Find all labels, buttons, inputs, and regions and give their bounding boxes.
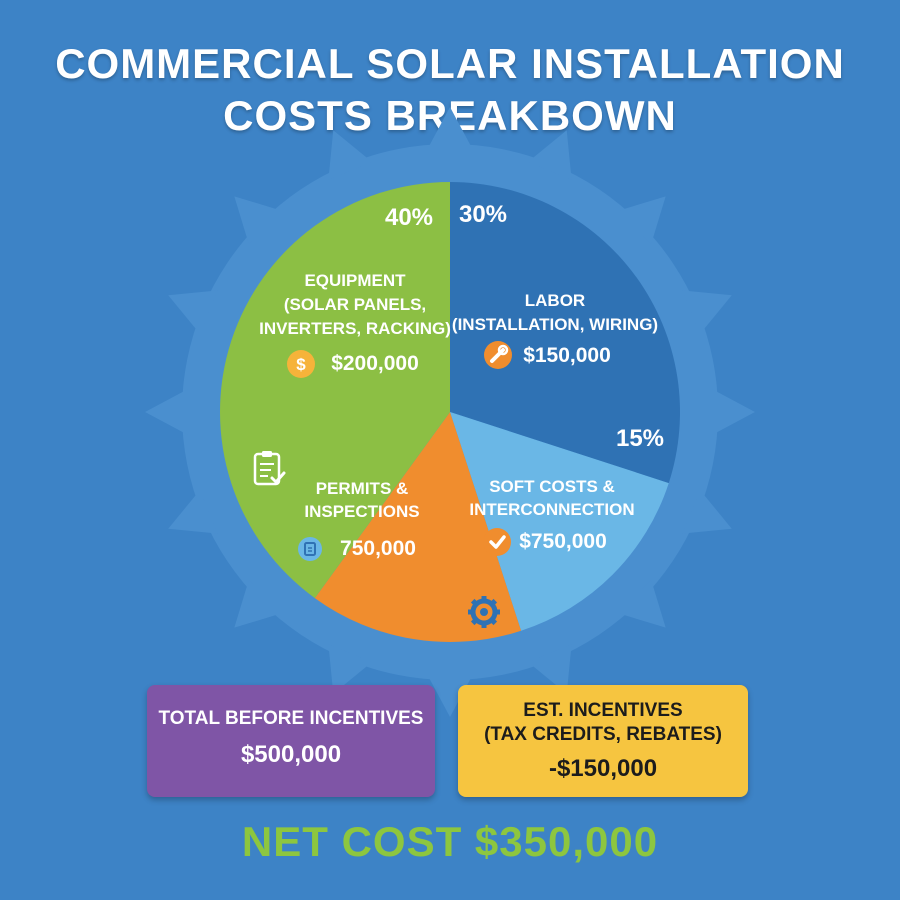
slice-amount-1: $750,000 (519, 530, 607, 553)
svg-text:$: $ (296, 355, 306, 374)
dollar-coin-icon: $ (287, 350, 315, 378)
slice-amount-3: $200,000 (331, 352, 419, 375)
incentives-label-1: EST. INCENTIVES (523, 700, 683, 721)
gear-icon (468, 596, 500, 628)
total-value: $500,000 (240, 741, 342, 768)
slice-label-2-1: INSPECTIONS (304, 502, 419, 521)
net-cost: NET COST $350,000 (241, 818, 659, 865)
chart-title-line-1: COMMERCIAL SOLAR INSTALLATION (55, 40, 845, 87)
slice-amount-2: 750,000 (340, 537, 416, 560)
sun-ray (426, 107, 474, 152)
sun-ray (234, 579, 283, 628)
slice-percent-3: 40% (385, 204, 433, 231)
pie-slices (220, 182, 680, 642)
wrench-icon (484, 341, 512, 369)
sun-ray (528, 644, 572, 694)
sun-ray (328, 130, 372, 180)
total-before-incentives-card: TOTAL BEFORE INCENTIVES $500,000 (147, 685, 435, 797)
slice-percent-0: 30% (459, 201, 507, 228)
sun-ray (168, 490, 218, 534)
pie-slice-1 (450, 412, 669, 631)
sun-ray (710, 388, 755, 436)
slice-label-3-2: INVERTERS, RACKING) (259, 319, 451, 338)
incentives-label-2: (TAX CREDITS, REBATES) (484, 724, 722, 745)
slice-amount-0: $150,000 (523, 344, 611, 367)
total-label: TOTAL BEFORE INCENTIVES (158, 708, 424, 729)
pie-slice-0 (450, 182, 680, 484)
checkmark-icon (483, 528, 511, 556)
clipboard-check-icon (253, 451, 286, 486)
sun-ray (234, 196, 283, 245)
sun-ray (426, 672, 474, 717)
sun-ray (617, 579, 666, 628)
sun-ray (168, 290, 218, 334)
pie-labels: 30% LABOR (INSTALLATION, WIRING) $150,000 15… (253, 201, 664, 561)
sun-ray (328, 644, 372, 694)
pie-slice-2 (314, 412, 522, 642)
sun-ray (617, 196, 666, 245)
slice-label-3-1: (SOLAR PANELS, (284, 295, 426, 314)
slice-label-3-0: EQUIPMENT (304, 271, 406, 290)
sun-ray (145, 388, 190, 436)
slice-label-2-0: PERMITS & (316, 479, 409, 498)
slice-label-1-1: INTERCONNECTION (469, 500, 634, 519)
clipboard-icon (298, 537, 322, 561)
incentives-card: EST. INCENTIVES (TAX CREDITS, REBATES) -… (458, 685, 748, 797)
sun-ray (682, 290, 732, 334)
slice-label-0-1: (INSTALLATION, WIRING) (452, 315, 658, 334)
pie-slice-3 (220, 182, 450, 599)
sun-ray (682, 490, 732, 534)
slice-label-0-0: LABOR (525, 291, 585, 310)
slice-label-1-0: SOFT COSTS & (489, 477, 615, 496)
sun-ray (528, 130, 572, 180)
incentives-value: -$150,000 (548, 755, 658, 782)
slice-percent-1: 15% (616, 425, 664, 452)
